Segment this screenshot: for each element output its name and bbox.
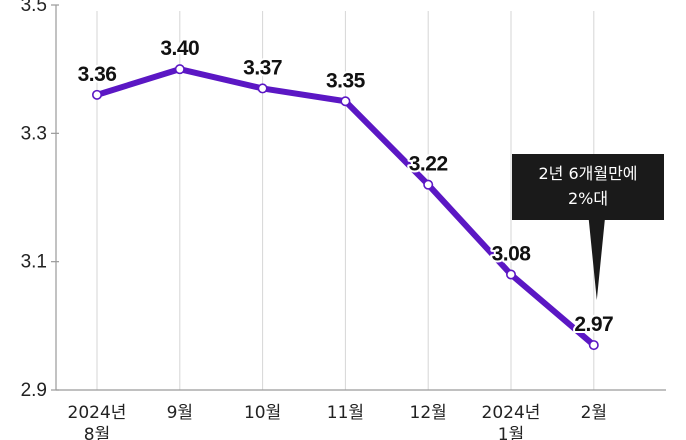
y-tick-label: 3.5: [21, 0, 47, 16]
data-label: 3.35: [326, 69, 366, 92]
data-label: 3.37: [243, 56, 282, 79]
data-point: [92, 89, 103, 100]
callout-annotation: 2년 6개월만에 2%대: [512, 154, 664, 300]
axis-layer: 3.5 3.3 3.1 2.9 2024년 8월 9월 10월 11월 12월 2024년 1월 2월: [21, 0, 666, 440]
x-tick-label: 10월: [244, 403, 281, 423]
y-tick-label: 3.1: [21, 252, 47, 273]
data-label: 3.36: [78, 63, 117, 86]
data-point: [340, 96, 351, 107]
data-label: 3.08: [492, 243, 532, 266]
callout-text-line-2: 2%대: [568, 189, 608, 208]
data-label: 3.40: [160, 37, 199, 60]
series-layer: [92, 64, 599, 351]
grid-layer: [96, 11, 595, 390]
x-tick-label: 12월: [410, 403, 447, 423]
data-label: 2.97: [574, 313, 613, 336]
callout-box: [512, 154, 664, 300]
data-point: [257, 83, 268, 94]
data-label: 3.22: [409, 153, 448, 176]
y-tick-label: 2.9: [21, 380, 47, 401]
x-tick-label: 2월: [581, 403, 607, 423]
data-point: [505, 269, 516, 280]
callout-text-line-1: 2년 6개월만에: [538, 164, 637, 183]
x-tick-label: 9월: [167, 403, 193, 423]
data-point: [174, 64, 185, 75]
data-point: [588, 340, 599, 351]
x-tick-label: 11월: [327, 403, 364, 423]
data-label-layer: 3.36 3.40 3.37 3.35 3.22 3.08 2.97: [76, 35, 616, 338]
data-point: [423, 179, 434, 190]
x-tick-label: 2024년 8월: [68, 403, 127, 440]
y-tick-label: 3.3: [21, 123, 47, 144]
x-tick-label: 2024년 1월: [482, 403, 541, 440]
